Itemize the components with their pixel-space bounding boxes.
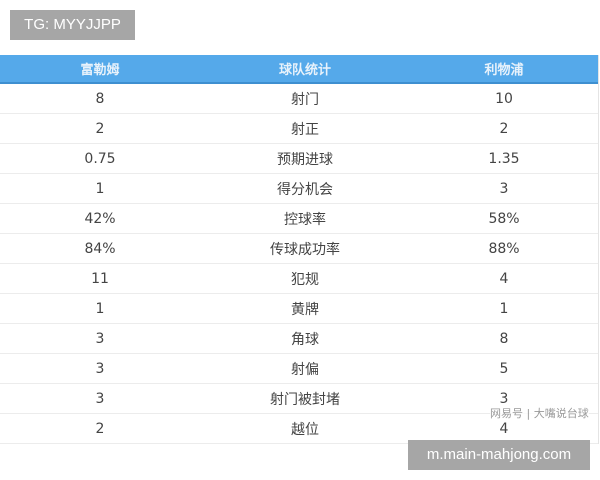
stat-name: 传球成功率 (270, 241, 340, 258)
table-row: 3 射偏 5 (0, 354, 598, 384)
table-row: 84% 传球成功率 88% (0, 234, 598, 264)
table-row: 2 越位 4 (0, 414, 598, 444)
away-value: 5 (499, 360, 509, 377)
stat-name: 越位 (291, 421, 319, 438)
away-value: 3 (499, 390, 509, 407)
away-value: 8 (499, 330, 509, 347)
table-row: 8 射门 10 (0, 84, 598, 114)
header-home-team: 富勒姆 (80, 63, 120, 78)
header-away-team: 利物浦 (484, 63, 524, 78)
table-row: 2 射正 2 (0, 114, 598, 144)
table-row: 11 犯规 4 (0, 264, 598, 294)
stat-name: 角球 (291, 331, 319, 348)
away-value: 3 (499, 180, 509, 197)
home-value: 3 (95, 330, 105, 347)
header-stat: 球队统计 (278, 63, 331, 78)
stat-name: 射门 (291, 91, 319, 108)
home-value: 1 (95, 300, 105, 317)
home-value: 11 (91, 270, 109, 287)
table-row: 3 角球 8 (0, 324, 598, 354)
home-value: 2 (95, 120, 105, 137)
away-value: 88% (488, 240, 520, 257)
watermark-bottom: m.main-mahjong.com (408, 440, 590, 470)
away-value: 58% (488, 210, 520, 227)
stat-name: 射门被封堵 (270, 391, 340, 408)
away-value: 4 (499, 270, 509, 287)
home-value: 3 (95, 390, 105, 407)
home-value: 2 (95, 420, 105, 437)
table-row: 0.75 预期进球 1.35 (0, 144, 598, 174)
table-header: 富勒姆 球队统计 利物浦 (0, 55, 598, 84)
table-row: 1 得分机会 3 (0, 174, 598, 204)
stat-name: 得分机会 (277, 181, 333, 198)
home-value: 8 (95, 90, 105, 107)
table-row: 3 射门被封堵 3 (0, 384, 598, 414)
home-value: 84% (84, 240, 116, 257)
table-row: 42% 控球率 58% (0, 204, 598, 234)
stat-name: 预期进球 (277, 151, 333, 168)
home-value: 42% (84, 210, 116, 227)
home-value: 3 (95, 360, 105, 377)
away-value: 10 (495, 90, 513, 107)
stat-name: 控球率 (284, 211, 326, 228)
stats-table: 富勒姆 球队统计 利物浦 8 射门 10 2 射正 2 0.75 预期进球 1.35 1 得分机会 3… (0, 55, 599, 444)
away-value: 1.35 (488, 150, 520, 167)
watermark-top: TG: MYYJJPP (10, 10, 135, 40)
stat-name: 黄牌 (291, 301, 319, 318)
stat-name: 射正 (291, 121, 319, 138)
home-value: 1 (95, 180, 105, 197)
source-watermark: 网易号 | 大嘴说台球 (490, 405, 589, 421)
away-value: 4 (499, 420, 509, 437)
home-value: 0.75 (84, 150, 116, 167)
away-value: 2 (499, 120, 509, 137)
stat-name: 犯规 (291, 271, 319, 288)
table-row: 1 黄牌 1 (0, 294, 598, 324)
stat-name: 射偏 (291, 361, 319, 378)
away-value: 1 (499, 300, 509, 317)
